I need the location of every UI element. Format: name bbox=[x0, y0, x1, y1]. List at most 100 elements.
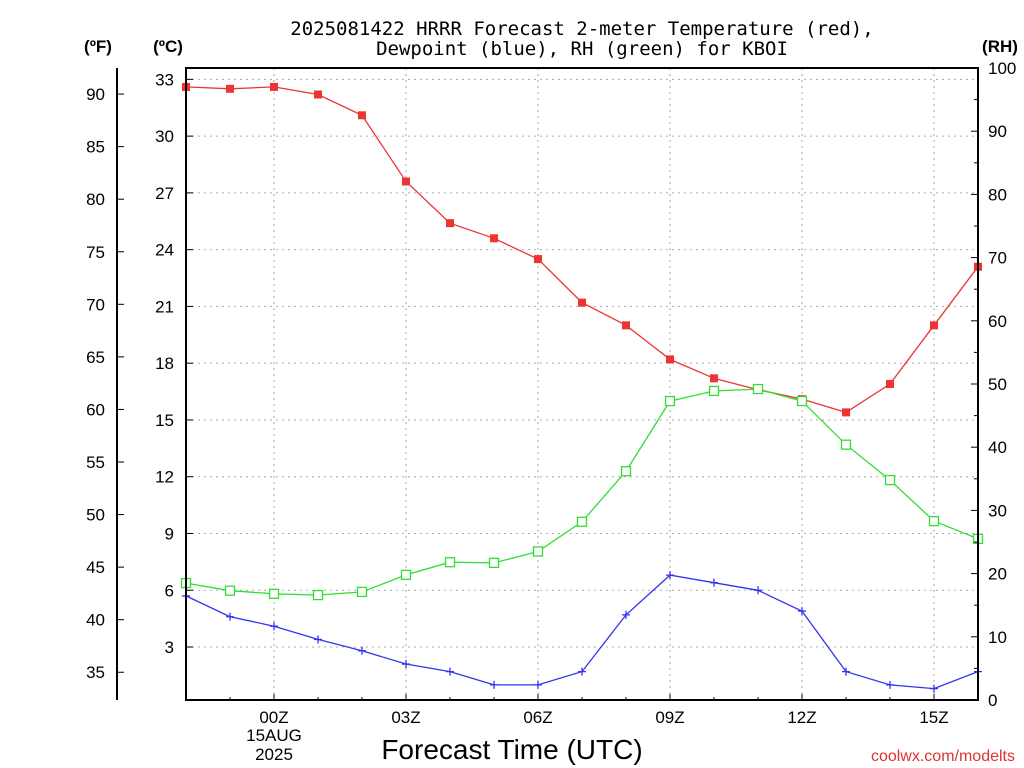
rh-point bbox=[928, 515, 940, 527]
dewpoint-point bbox=[710, 578, 718, 587]
rh-tick-label: 60 bbox=[988, 312, 1007, 331]
temperature-point bbox=[402, 177, 410, 186]
rh-point bbox=[796, 395, 808, 407]
rh-point bbox=[884, 474, 896, 486]
dewpoint-point bbox=[314, 635, 322, 644]
rh-point bbox=[532, 546, 544, 557]
dewpoint-point bbox=[754, 586, 762, 595]
x-tick-label: 06Z bbox=[523, 708, 552, 727]
chart-title-line2: Dewpoint (blue), RH (green) for KBOI bbox=[376, 38, 788, 60]
x-tick-label: 12Z bbox=[787, 708, 816, 727]
x-tick-label: 03Z bbox=[391, 708, 420, 727]
rh-point bbox=[664, 395, 676, 407]
fahrenheit-tick-label: 85 bbox=[86, 138, 105, 157]
rh-tick-label: 90 bbox=[988, 122, 1007, 141]
fahrenheit-tick-label: 45 bbox=[86, 558, 105, 577]
rh-tick-label: 20 bbox=[988, 565, 1007, 584]
celsius-tick-label: 21 bbox=[155, 297, 174, 316]
fahrenheit-tick-label: 80 bbox=[86, 190, 105, 209]
dewpoint-point bbox=[842, 667, 850, 676]
fahrenheit-tick-label: 50 bbox=[86, 506, 105, 525]
temperature-point bbox=[446, 219, 454, 228]
temperature-point bbox=[886, 380, 894, 388]
temperature-point bbox=[710, 374, 718, 383]
dewpoint-point bbox=[402, 660, 410, 669]
temperature-point bbox=[930, 321, 938, 330]
temperature-point bbox=[358, 111, 366, 120]
rh-point bbox=[268, 588, 280, 599]
rh-point bbox=[708, 385, 720, 397]
rh-point bbox=[620, 466, 632, 477]
temperature-point bbox=[226, 84, 234, 93]
rh-tick-label: 70 bbox=[988, 249, 1007, 268]
dewpoint-point bbox=[578, 667, 586, 676]
x-tick-label: 09Z bbox=[655, 708, 684, 727]
x-tick-label: 00Z bbox=[259, 708, 288, 727]
rh-point bbox=[224, 585, 236, 596]
dewpoint-point bbox=[666, 571, 674, 580]
dewpoint-point bbox=[226, 612, 234, 621]
dewpoint-point bbox=[622, 610, 630, 619]
celsius-tick-label: 30 bbox=[155, 127, 174, 146]
rh-tick-label: 0 bbox=[988, 691, 997, 710]
grid bbox=[186, 68, 978, 700]
temperature-point bbox=[534, 255, 542, 264]
dewpoint-point bbox=[534, 680, 542, 689]
temperature-point bbox=[666, 355, 674, 364]
fahrenheit-tick-label: 40 bbox=[86, 611, 105, 630]
fahrenheit-tick-label: 70 bbox=[86, 295, 105, 314]
x-tick-label: 15Z bbox=[919, 708, 948, 727]
celsius-unit-label: (ºC) bbox=[153, 37, 183, 56]
rh-point bbox=[312, 589, 324, 601]
rh-unit-label: (RH) bbox=[982, 37, 1018, 56]
fahrenheit-unit-label: (ºF) bbox=[84, 37, 112, 56]
rh-tick-label: 80 bbox=[988, 185, 1007, 204]
dewpoint-point bbox=[446, 667, 454, 676]
dewpoint-point bbox=[490, 680, 498, 689]
chart-title-line1: 2025081422 HRRR Forecast 2-meter Tempera… bbox=[290, 18, 873, 40]
temperature-point bbox=[490, 234, 498, 243]
x-axis-title: Forecast Time (UTC) bbox=[381, 734, 642, 765]
rh-point bbox=[400, 569, 412, 581]
celsius-tick-label: 12 bbox=[155, 468, 174, 487]
dewpoint-point bbox=[930, 684, 938, 693]
rh-tick-label: 100 bbox=[988, 59, 1016, 78]
rh-tick-label: 30 bbox=[988, 501, 1007, 520]
celsius-tick-label: 18 bbox=[155, 354, 174, 373]
rh-point bbox=[576, 516, 588, 527]
rh-point bbox=[840, 439, 852, 450]
rh-tick-label: 40 bbox=[988, 438, 1007, 457]
temperature-point bbox=[314, 90, 322, 99]
rh-point bbox=[752, 383, 764, 395]
fahrenheit-tick-label: 35 bbox=[86, 663, 105, 682]
series-layer bbox=[180, 82, 984, 693]
celsius-tick-label: 6 bbox=[165, 581, 174, 600]
celsius-tick-label: 3 bbox=[165, 638, 174, 657]
fahrenheit-tick-label: 55 bbox=[86, 453, 105, 472]
date-label-day: 15AUG bbox=[246, 726, 302, 745]
fahrenheit-tick-label: 60 bbox=[86, 400, 105, 419]
rh-point bbox=[356, 586, 368, 598]
fahrenheit-tick-label: 90 bbox=[86, 85, 105, 104]
dewpoint-point bbox=[886, 680, 894, 689]
fahrenheit-tick-label: 65 bbox=[86, 348, 105, 367]
temperature-point bbox=[578, 298, 586, 307]
date-label-year: 2025 bbox=[255, 745, 293, 764]
plot-frame bbox=[185, 67, 979, 701]
temperature-point bbox=[622, 321, 630, 330]
celsius-tick-label: 24 bbox=[155, 241, 174, 260]
rh-point bbox=[488, 557, 500, 569]
dewpoint-point bbox=[798, 607, 806, 616]
temperature-point bbox=[842, 408, 850, 417]
temperature-point bbox=[270, 82, 278, 91]
celsius-tick-label: 9 bbox=[165, 524, 174, 543]
axes-layer: 00Z 03Z 06Z 09Z 12Z 15Z 3 6 9 12 15 18 21 24 27 30 33 35 4… bbox=[86, 59, 1016, 727]
rh-tick-label: 50 bbox=[988, 375, 1007, 394]
celsius-tick-label: 27 bbox=[155, 184, 174, 203]
celsius-tick-label: 33 bbox=[155, 70, 174, 89]
dewpoint-point bbox=[270, 622, 278, 631]
rh-tick-label: 10 bbox=[988, 628, 1007, 647]
rh-point bbox=[444, 557, 456, 568]
fahrenheit-tick-label: 75 bbox=[86, 243, 105, 262]
